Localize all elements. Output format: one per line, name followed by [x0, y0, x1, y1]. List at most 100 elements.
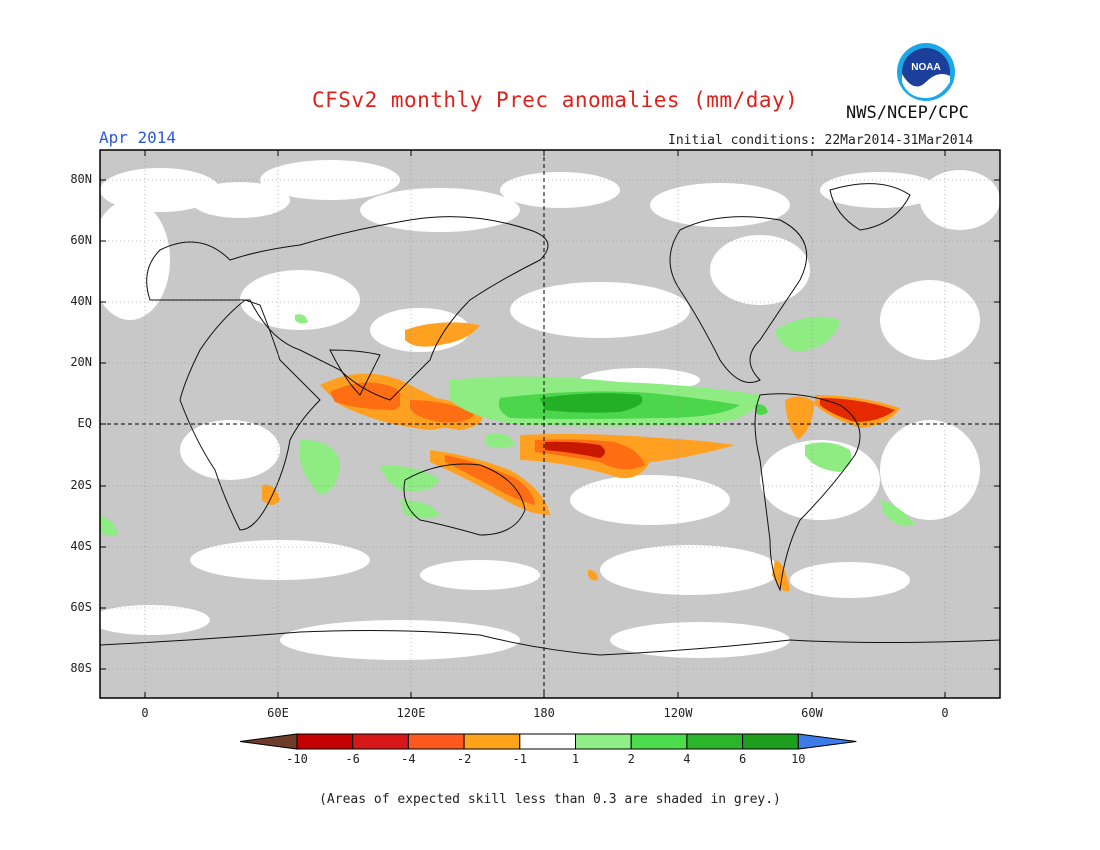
- colorbar-label: -4: [401, 752, 416, 766]
- neutral-area: [790, 562, 910, 598]
- neutral-area: [710, 235, 810, 305]
- colorbar-label: 1: [571, 752, 580, 766]
- colorbar-label: 6: [738, 752, 747, 766]
- coastline: [146, 216, 549, 401]
- initial-conditions: Initial conditions: 22Mar2014-31Mar2014: [668, 133, 974, 148]
- neutral-area: [240, 270, 360, 330]
- neutral-area: [600, 545, 780, 595]
- anomaly-wet-weak: [100, 515, 118, 536]
- colorbar-box: [686, 733, 744, 750]
- anomaly-wet-moderate: [755, 404, 768, 415]
- neutral-area: [90, 200, 170, 320]
- neutral-area: [260, 160, 400, 200]
- colorbar-box: [575, 733, 632, 750]
- neutral-area: [190, 540, 370, 580]
- neutral-area: [880, 420, 980, 520]
- colorbar-label: 4: [683, 752, 691, 766]
- colorbar-box: [742, 733, 799, 750]
- colorbar-left-arrow: [239, 733, 298, 750]
- neutral-area: [360, 188, 520, 232]
- neutral-area: [570, 475, 730, 525]
- coastline: [329, 349, 381, 396]
- neutral-area: [190, 182, 290, 218]
- map-title: CFSv2 monthly Prec anomalies (mm/day): [312, 88, 799, 112]
- colorbar-label: 2: [627, 752, 635, 766]
- neutral-area: [820, 172, 940, 208]
- latitude-label: 40S: [70, 539, 92, 553]
- noaa-logo: NOAA: [897, 43, 955, 101]
- agency-label: NWS/NCEP/CPC: [846, 103, 969, 123]
- latitude-label: 40N: [70, 294, 92, 308]
- colorbar-label: -6: [345, 752, 360, 766]
- neutral-area: [880, 280, 980, 360]
- latitude-label: 80S: [70, 661, 92, 675]
- map-frame: [99, 149, 1001, 699]
- colorbar-box: [352, 733, 409, 750]
- anomaly-wet-weak: [485, 433, 515, 448]
- anomaly-wet-strong: [540, 393, 643, 413]
- neutral-anomaly-areas: [90, 160, 1000, 660]
- coastline: [829, 183, 911, 231]
- latitude-label: 60N: [70, 233, 92, 247]
- anomaly-wet-weak: [295, 314, 308, 324]
- latitude-label: 80N: [70, 172, 92, 186]
- longitude-label: 180: [533, 706, 555, 720]
- anomaly-dry-moderate: [445, 455, 535, 505]
- colorbar-box: [407, 733, 465, 750]
- coastline: [669, 216, 808, 383]
- colorbar-box: [463, 733, 521, 750]
- anomaly-wet-weak: [880, 500, 915, 527]
- anomaly-very-dry: [545, 441, 605, 458]
- longitude-label: 120W: [663, 706, 693, 720]
- skill-footnote: (Areas of expected skill less than 0.3 a…: [319, 792, 781, 807]
- coastline: [99, 630, 1001, 656]
- grid-lines: [100, 150, 1000, 698]
- colorbar-label: -10: [286, 752, 308, 766]
- latitude-label: 20N: [70, 355, 92, 369]
- latitude-label: 60S: [70, 600, 92, 614]
- longitude-label: 0: [941, 706, 949, 720]
- longitude-label: 0: [141, 706, 149, 720]
- neutral-area: [500, 172, 620, 208]
- forecast-month: Apr 2014: [99, 128, 177, 147]
- anomaly-dry-moderate: [410, 400, 475, 423]
- longitude-label: 60W: [801, 706, 823, 720]
- anomaly-dry-weak: [262, 484, 280, 505]
- colorbar-box: [630, 733, 688, 750]
- neutral-area: [180, 420, 280, 480]
- colorbar-label: -1: [512, 752, 528, 766]
- longitude-label: 120E: [396, 706, 426, 720]
- anomaly-wet-weak: [805, 442, 852, 472]
- colorbar-box: [296, 733, 354, 750]
- neutral-area: [510, 282, 690, 338]
- coastlines: [99, 183, 1001, 656]
- coastline: [403, 463, 526, 536]
- anomaly-dry-strong: [820, 398, 895, 422]
- neutral-area: [610, 622, 790, 658]
- anomaly-dry-weak: [588, 570, 598, 581]
- colorbar-label: 10: [791, 752, 806, 766]
- anomaly-wet-weak: [380, 465, 440, 492]
- neutral-area: [420, 560, 540, 590]
- longitude-label: 60E: [267, 706, 289, 720]
- coastline: [754, 393, 861, 592]
- anomaly-wet-weak: [300, 439, 340, 495]
- neutral-area: [920, 170, 1000, 230]
- colorbar-label: -2: [456, 752, 472, 766]
- neutral-area: [90, 605, 210, 635]
- anomaly-dry-weak: [772, 560, 790, 592]
- colorbar-right-arrow: [797, 733, 857, 750]
- colorbar-box: [519, 733, 576, 750]
- anomaly-wet-weak: [400, 500, 440, 519]
- anomaly-dry-moderate: [330, 382, 403, 410]
- latitude-label: EQ: [77, 416, 92, 430]
- coastline: [179, 299, 321, 531]
- anomaly-wet-weak: [775, 316, 840, 352]
- anomaly-dry-weak: [785, 396, 815, 440]
- noaa-logo-text: NOAA: [911, 62, 940, 73]
- latitude-label: 20S: [70, 478, 92, 492]
- anomaly-areas: [100, 314, 915, 592]
- neutral-area: [650, 183, 790, 227]
